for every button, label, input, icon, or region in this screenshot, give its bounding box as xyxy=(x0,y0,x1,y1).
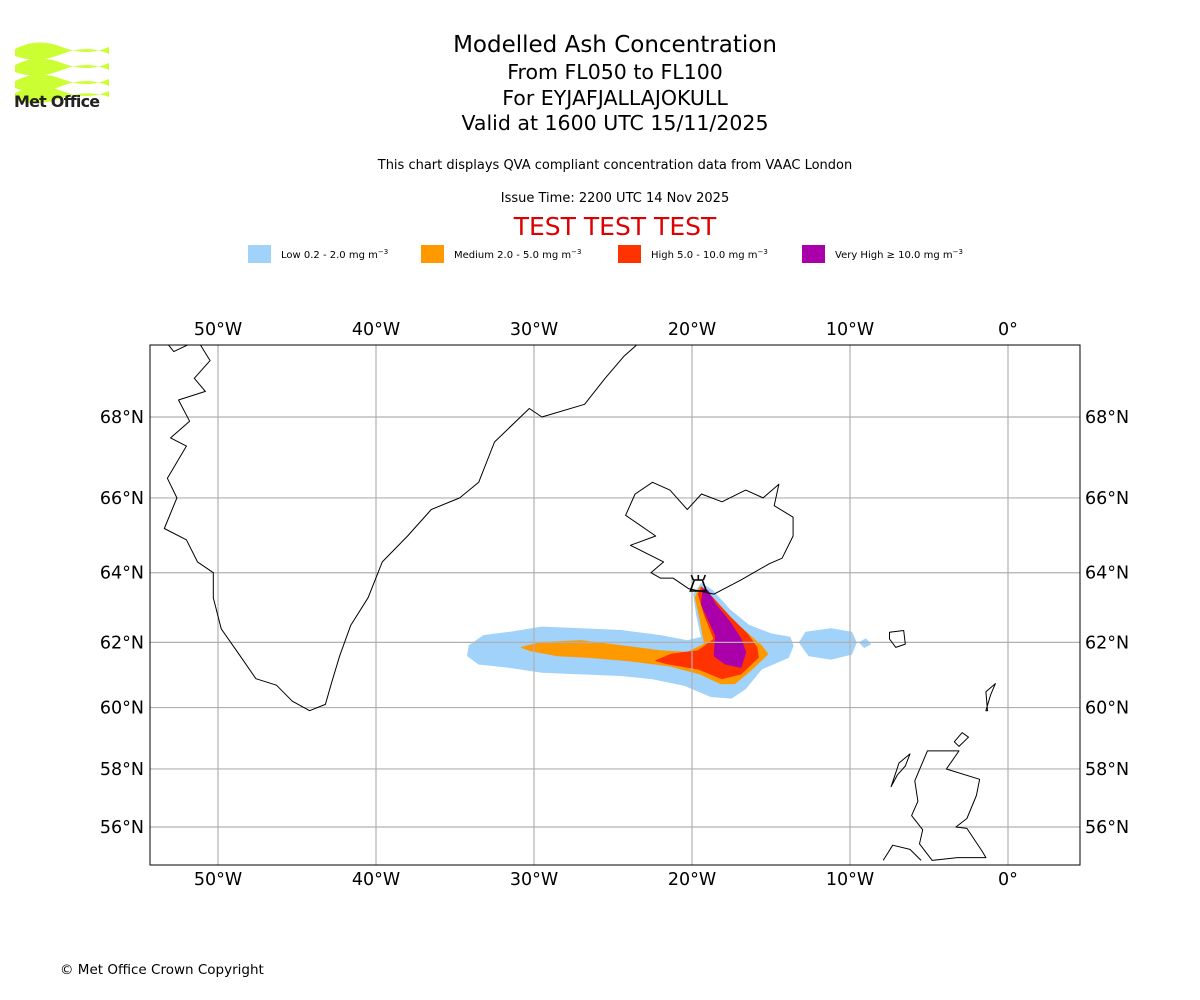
copyright-footer: © Met Office Crown Copyright xyxy=(60,962,264,978)
lon-label-bottom: 50°W xyxy=(194,870,242,890)
volcano-plume xyxy=(690,574,707,581)
volcano-cone xyxy=(689,579,708,592)
coastline-outer-hebrides xyxy=(890,753,911,788)
legend-swatch-very-high xyxy=(802,245,825,263)
graticule xyxy=(150,345,1080,865)
coastline-faroe-islands xyxy=(889,630,906,648)
met-office-logo-text: Met Office xyxy=(14,92,100,111)
legend-swatch-medium xyxy=(421,245,444,263)
axis-labels: 50°W 50°W 40°W 40°W 30°W 30°W 20°W 20°W 10°W 10°W… xyxy=(100,320,1129,890)
ash-low-region xyxy=(798,628,857,660)
lon-label-top: 0° xyxy=(998,320,1018,340)
lat-label-left: 58°N xyxy=(100,760,144,780)
unit-exponent: −3 xyxy=(757,247,768,256)
legend-item-low: Low 0.2 - 2.0 mg m−3 xyxy=(248,244,388,264)
volcano-icon xyxy=(689,574,708,592)
volcano-name: For EYJAFJALLAJOKULL xyxy=(502,85,728,110)
lat-label-left: 60°N xyxy=(100,699,144,719)
ash-low-region xyxy=(859,638,871,648)
lon-label-top: 30°W xyxy=(510,320,558,340)
issue-time: Issue Time: 2200 UTC 14 Nov 2025 xyxy=(500,191,730,206)
met-office-logo-icon xyxy=(15,42,109,104)
chart-title: Modelled Ash Concentration xyxy=(453,32,777,58)
lon-label-top: 20°W xyxy=(668,320,716,340)
lat-label-right: 58°N xyxy=(1085,760,1129,780)
unit-exponent: −3 xyxy=(952,247,963,256)
legend-label-low: Low 0.2 - 2.0 mg m−3 xyxy=(281,248,388,261)
lon-label-bottom: 0° xyxy=(998,870,1018,890)
lat-label-right: 62°N xyxy=(1085,633,1129,653)
valid-time: Valid at 1600 UTC 15/11/2025 xyxy=(461,111,769,135)
volcano-marker xyxy=(689,574,708,592)
flight-level-range: From FL050 to FL100 xyxy=(507,60,723,84)
lat-label-right: 56°N xyxy=(1085,818,1129,838)
lat-label-left: 66°N xyxy=(100,489,144,509)
legend-text: High 5.0 - 10.0 mg m xyxy=(651,249,758,261)
legend-text: Low 0.2 - 2.0 mg m xyxy=(281,249,378,261)
coastlines xyxy=(163,345,996,861)
legend-label-high: High 5.0 - 10.0 mg m−3 xyxy=(651,248,768,261)
lat-label-left: 68°N xyxy=(100,408,144,428)
legend-swatch-high xyxy=(618,245,641,263)
lat-label-right: 66°N xyxy=(1085,489,1129,509)
coastline-greenland-east-coast xyxy=(163,345,638,712)
lat-label-left: 62°N xyxy=(100,633,144,653)
ash-very-high-region xyxy=(701,588,747,668)
coastline-orkney xyxy=(953,732,969,747)
lat-label-left: 56°N xyxy=(100,818,144,838)
lat-label-right: 60°N xyxy=(1085,699,1129,719)
coastline-scotland-mainland xyxy=(911,750,987,861)
legend-text: Very High ≥ 10.0 mg m xyxy=(835,249,953,261)
lon-label-top: 10°W xyxy=(826,320,874,340)
lon-label-bottom: 10°W xyxy=(826,870,874,890)
coastline-shetland xyxy=(985,683,996,712)
lon-label-bottom: 30°W xyxy=(510,870,558,890)
legend-label-medium: Medium 2.0 - 5.0 mg m−3 xyxy=(454,248,581,261)
lat-label-left: 64°N xyxy=(100,564,144,584)
chart-titles: Modelled Ash Concentration From FL050 to… xyxy=(0,30,1200,137)
lon-label-bottom: 20°W xyxy=(668,870,716,890)
legend-item-very-high: Very High ≥ 10.0 mg m−3 xyxy=(802,244,963,264)
legend-label-very-high: Very High ≥ 10.0 mg m−3 xyxy=(835,248,963,261)
coastline-iceland xyxy=(625,481,794,595)
lon-label-top: 50°W xyxy=(194,320,242,340)
legend-item-high: High 5.0 - 10.0 mg m−3 xyxy=(618,244,768,264)
unit-exponent: −3 xyxy=(377,247,389,256)
ash-layers xyxy=(467,583,871,699)
lon-label-top: 40°W xyxy=(352,320,400,340)
unit-exponent: −3 xyxy=(571,247,582,256)
map-frame xyxy=(149,344,1081,866)
qva-note: This chart displays QVA compliant concen… xyxy=(377,158,853,173)
lon-label-bottom: 40°W xyxy=(352,870,400,890)
coastline-ireland-north xyxy=(882,844,922,861)
lat-label-right: 68°N xyxy=(1085,408,1129,428)
legend-swatch-low xyxy=(248,245,271,263)
lat-label-right: 64°N xyxy=(1085,564,1129,584)
test-banner: TEST TEST TEST xyxy=(513,212,717,241)
legend-text: Medium 2.0 - 5.0 mg m xyxy=(454,249,572,261)
legend-item-medium: Medium 2.0 - 5.0 mg m−3 xyxy=(421,244,581,264)
